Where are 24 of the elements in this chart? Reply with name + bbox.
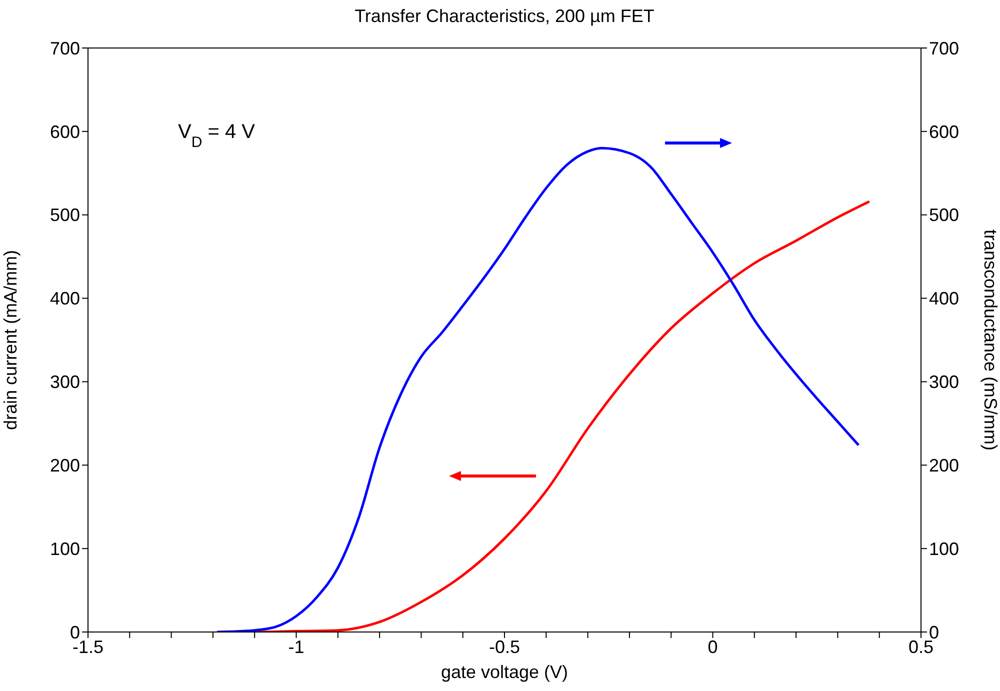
y-tick-label: 600 (50, 122, 80, 142)
y-tick-label: 700 (50, 38, 80, 58)
y2-tick-label: 300 (929, 372, 960, 392)
y-axis-title: drain current (mA/mm) (0, 250, 20, 430)
y-tick-label: 400 (50, 288, 80, 309)
y2-axis-title: transconductance (mS/mm) (980, 229, 1000, 451)
annotation: V$_{D}$ = 4 V (178, 121, 256, 150)
x-tick-label: 0 (708, 636, 718, 657)
y2-tick-label: 200 (929, 456, 960, 476)
y2-tick-label: 500 (929, 205, 960, 226)
y-tick-label: 100 (50, 538, 80, 559)
x-axis-title: gate voltage (V) (440, 662, 568, 682)
y-tick-label: 0 (70, 622, 80, 642)
x-tick-label: -1 (288, 636, 304, 657)
y-tick-label: 300 (50, 372, 80, 392)
y2-tick-label: 0 (929, 622, 940, 642)
y-tick-label: 500 (50, 205, 80, 226)
y2-tick-label: 100 (929, 538, 960, 559)
y2-tick-label: 700 (929, 38, 960, 58)
x-tick-label: -0.5 (488, 636, 520, 657)
y2-tick-label: 600 (929, 122, 960, 142)
chart-title: Transfer Characteristics, 200 µm FET (354, 6, 654, 26)
y-tick-label: 200 (50, 456, 80, 476)
y2-tick-label: 400 (929, 288, 960, 309)
